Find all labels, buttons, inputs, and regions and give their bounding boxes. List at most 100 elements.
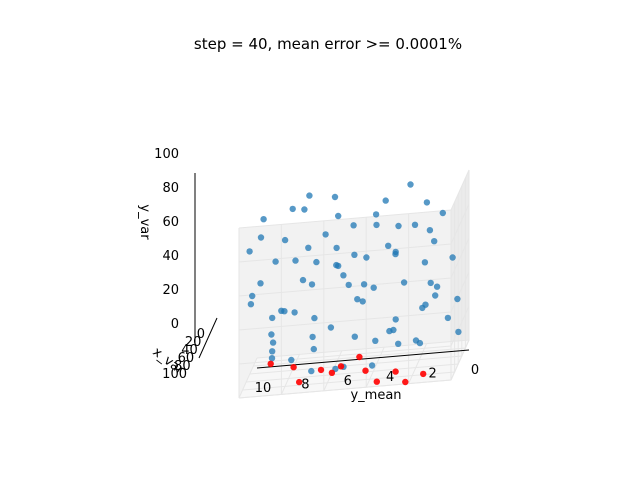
data-point — [340, 272, 347, 279]
x-tick-label: 2 — [428, 367, 436, 382]
highlight-point — [373, 378, 380, 385]
x-tick-label: 0 — [471, 363, 479, 378]
data-point — [363, 254, 370, 261]
data-point — [421, 259, 429, 266]
y-tick-label: 100 — [162, 367, 187, 382]
data-point — [257, 234, 265, 241]
data-point — [292, 257, 299, 264]
y-tick-label: 80 — [174, 359, 191, 374]
data-point — [433, 283, 441, 290]
z-tick-label: 100 — [154, 147, 179, 162]
x-tick-label: 8 — [301, 377, 309, 392]
data-point — [268, 331, 275, 338]
data-point — [400, 279, 408, 286]
data-point — [370, 284, 377, 291]
y-tick-label: 60 — [178, 351, 195, 366]
data-point — [305, 244, 312, 251]
data-point — [309, 333, 316, 341]
grid-lines — [238, 169, 470, 399]
data-point — [416, 339, 424, 347]
scatter-points — [246, 181, 462, 386]
data-point — [423, 199, 431, 206]
grid-line-z — [238, 237, 470, 297]
highlight-point — [392, 368, 399, 375]
highlight-point — [328, 369, 336, 376]
highlight-point — [362, 367, 369, 374]
data-point — [269, 339, 277, 346]
data-point — [382, 197, 389, 204]
z-tick-label: 0 — [171, 317, 179, 332]
data-point — [299, 276, 307, 284]
data-point — [360, 281, 368, 288]
data-point — [426, 227, 434, 234]
z-tick-label: 20 — [162, 283, 179, 298]
data-point — [449, 254, 456, 261]
data-point — [311, 314, 318, 322]
data-point — [392, 316, 399, 323]
data-point — [301, 206, 308, 213]
data-point — [354, 296, 361, 303]
data-point — [281, 308, 288, 315]
data-point — [395, 222, 402, 230]
data-point — [291, 309, 298, 316]
data-point — [351, 251, 358, 258]
data-point — [392, 248, 399, 256]
side-pane — [451, 170, 469, 380]
data-point — [351, 333, 358, 340]
highlight-point — [317, 366, 325, 374]
data-point — [359, 298, 366, 305]
x-axis-label: y_mean — [350, 388, 401, 403]
data-point — [335, 262, 342, 270]
data-point — [411, 221, 419, 228]
grid-line-z — [238, 339, 470, 399]
x-tick-label: 6 — [344, 374, 352, 389]
data-point — [345, 281, 352, 289]
grid-line-z — [238, 169, 470, 229]
data-point — [308, 281, 316, 288]
highlight-point — [290, 364, 297, 371]
z-tick-label: 40 — [162, 249, 179, 264]
data-point — [419, 304, 426, 312]
data-point — [395, 340, 402, 347]
highlight-point — [420, 370, 427, 378]
data-point — [331, 193, 339, 201]
z-axis-label: y_var — [137, 204, 152, 240]
data-point — [372, 211, 380, 218]
data-point — [439, 209, 446, 217]
data-point — [249, 292, 256, 300]
z-tick-label: 80 — [162, 181, 179, 196]
data-point — [386, 327, 393, 335]
data-point — [372, 337, 379, 344]
data-point — [373, 221, 380, 229]
highlight-point — [356, 353, 363, 361]
grid-line-z — [238, 203, 470, 263]
data-point — [288, 356, 295, 364]
x-tick-label: 4 — [386, 370, 394, 385]
data-point — [306, 192, 313, 199]
highlight-point — [296, 378, 303, 386]
data-point — [289, 205, 296, 213]
data-point — [281, 236, 289, 244]
data-point — [327, 324, 335, 331]
y-tick-label: 0 — [197, 327, 205, 342]
data-point — [333, 244, 340, 252]
grid-line-z — [238, 271, 470, 331]
data-point — [454, 295, 461, 303]
data-point — [368, 362, 376, 369]
data-point — [308, 367, 315, 375]
data-point — [247, 301, 255, 308]
y-axis-line — [198, 317, 218, 359]
z-tick-label: 60 — [162, 215, 179, 230]
y-tick-label: 20 — [185, 335, 202, 350]
data-point — [310, 345, 317, 353]
highlight-point — [267, 360, 274, 367]
data-point — [260, 216, 267, 223]
data-point — [427, 279, 434, 287]
data-point — [455, 328, 462, 336]
highlight-point — [337, 363, 345, 370]
y-tick-label: 40 — [181, 343, 198, 358]
highlight-point — [402, 378, 409, 386]
data-point — [269, 314, 276, 322]
data-point — [335, 212, 342, 220]
